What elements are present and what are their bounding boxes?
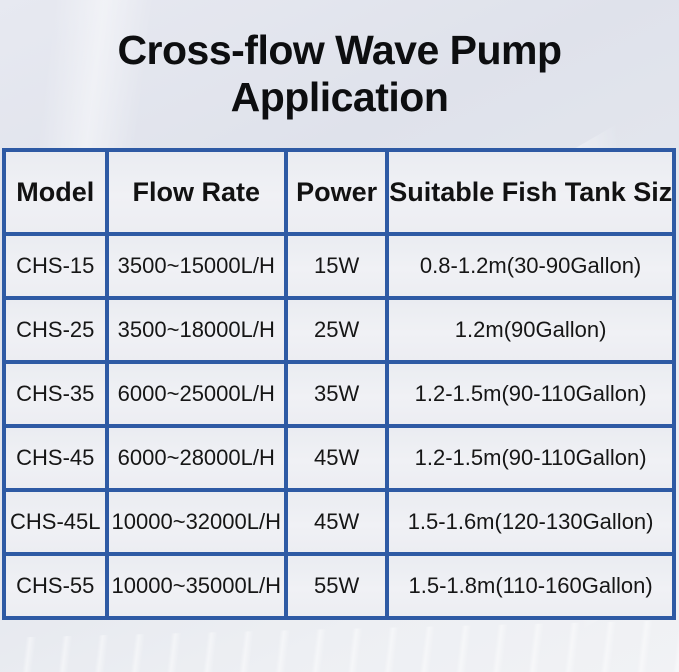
- cell-flow-rate: 6000~25000L/H: [104, 360, 289, 428]
- header-cell-tank-size: Suitable Fish Tank Size: [385, 148, 676, 236]
- cell-power: 45W: [284, 424, 390, 492]
- cell-tank-size: 1.2-1.5m(90-110Gallon): [385, 360, 676, 428]
- cell-flow-rate: 10000~35000L/H: [104, 552, 289, 620]
- cell-flow-rate: 6000~28000L/H: [104, 424, 289, 492]
- header-cell-flow-rate: Flow Rate: [104, 148, 289, 236]
- cell-power: 25W: [284, 296, 390, 364]
- cell-power: 45W: [284, 488, 390, 556]
- cell-tank-size: 0.8-1.2m(30-90Gallon): [385, 232, 676, 300]
- cell-flow-rate: 3500~15000L/H: [104, 232, 289, 300]
- cell-model: CHS-35: [2, 360, 109, 428]
- table-row: CHS-45L 10000~32000L/H 45W 1.5-1.6m(120-…: [2, 488, 676, 556]
- cell-flow-rate: 3500~18000L/H: [104, 296, 289, 364]
- cell-flow-rate: 10000~32000L/H: [104, 488, 289, 556]
- header-cell-model: Model: [2, 148, 109, 236]
- cell-tank-size: 1.2m(90Gallon): [385, 296, 676, 364]
- background-swoosh-bottom: [0, 620, 679, 672]
- pump-spec-table: Model Flow Rate Power Suitable Fish Tank…: [2, 148, 676, 620]
- table-row: CHS-55 10000~35000L/H 55W 1.5-1.8m(110-1…: [2, 552, 676, 620]
- page-title: Cross-flow Wave Pump Application: [117, 27, 562, 120]
- cell-tank-size: 1.2-1.5m(90-110Gallon): [385, 424, 676, 492]
- cell-power: 55W: [284, 552, 390, 620]
- cell-power: 35W: [284, 360, 390, 428]
- cell-model: CHS-15: [2, 232, 109, 300]
- cell-power: 15W: [284, 232, 390, 300]
- header-cell-power: Power: [284, 148, 390, 236]
- cell-model: CHS-45L: [2, 488, 109, 556]
- cell-model: CHS-45: [2, 424, 109, 492]
- table-row: CHS-45 6000~28000L/H 45W 1.2-1.5m(90-110…: [2, 424, 676, 492]
- cell-tank-size: 1.5-1.8m(110-160Gallon): [385, 552, 676, 620]
- table-row: CHS-15 3500~15000L/H 15W 0.8-1.2m(30-90G…: [2, 232, 676, 300]
- table-row: CHS-25 3500~18000L/H 25W 1.2m(90Gallon): [2, 296, 676, 364]
- header-row: Model Flow Rate Power Suitable Fish Tank…: [2, 148, 676, 236]
- table-row: CHS-35 6000~25000L/H 35W 1.2-1.5m(90-110…: [2, 360, 676, 428]
- cell-model: CHS-25: [2, 296, 109, 364]
- cell-model: CHS-55: [2, 552, 109, 620]
- cell-tank-size: 1.5-1.6m(120-130Gallon): [385, 488, 676, 556]
